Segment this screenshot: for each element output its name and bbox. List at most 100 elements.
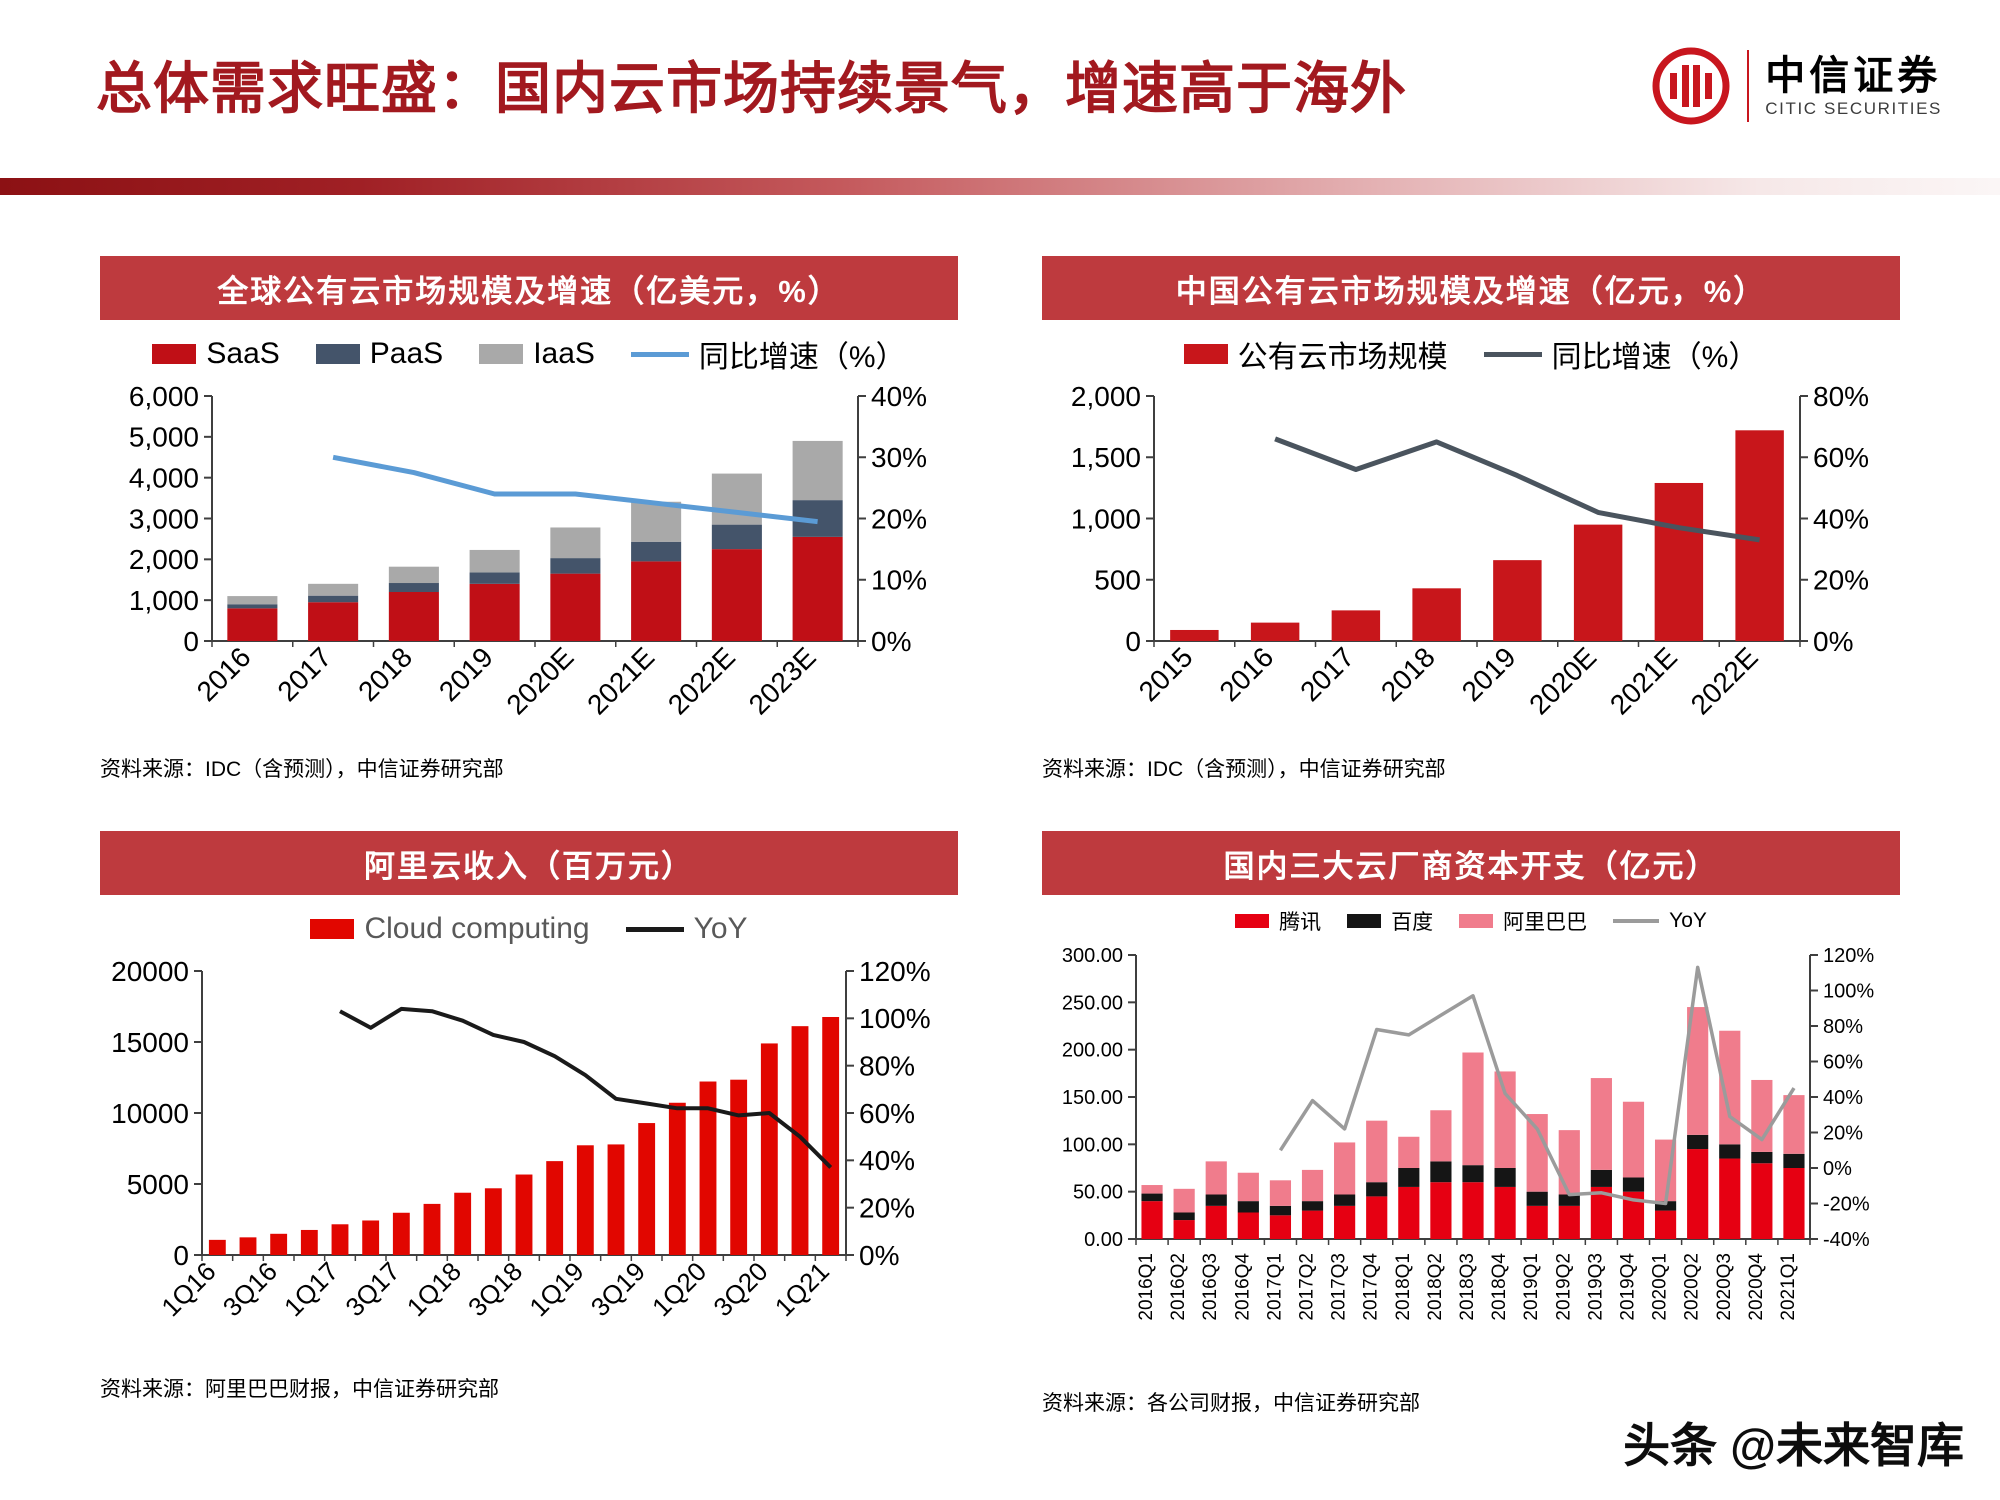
bar-segment <box>423 1203 441 1255</box>
bar-segment <box>1526 1191 1548 1206</box>
y-tick-label: 0 <box>183 626 199 657</box>
bar-segment <box>388 592 439 641</box>
bar-segment <box>484 1188 502 1255</box>
x-tick-label: 2017Q4 <box>1361 1253 1382 1321</box>
bar-segment <box>1334 1205 1356 1239</box>
x-tick-label: 2019 <box>1456 641 1522 707</box>
x-tick-label: 2018Q1 <box>1393 1253 1414 1321</box>
logo-text: 中信证券 CITIC SECURITIES <box>1765 53 1942 119</box>
y2-tick-label: -40% <box>1823 1229 1870 1251</box>
bar-segment <box>631 541 682 562</box>
legend-item-bar: Cloud computing <box>310 912 590 946</box>
bar-segment <box>1301 1169 1324 1202</box>
chart-legend-capex: 腾讯 百度 阿里巴巴 YoY <box>1042 901 1900 941</box>
bar-segment <box>730 1079 748 1255</box>
chart-legend-aliyun: Cloud computing YoY <box>100 901 958 957</box>
bar-segment <box>1622 1191 1645 1239</box>
x-tick-label: 2017 <box>271 641 337 707</box>
bar-segment <box>550 527 601 559</box>
y2-tick-label: 40% <box>1823 1087 1863 1109</box>
chart-legend-global: SaaS PaaS IaaS 同比增速（%） <box>100 326 958 382</box>
x-tick-label: 3Q16 <box>217 1256 283 1322</box>
bar-segment <box>699 1081 717 1255</box>
y-tick-label: 20000 <box>111 957 189 987</box>
divider-bar <box>0 178 2000 195</box>
bar-segment <box>208 1239 226 1255</box>
bar-segment <box>1462 1165 1484 1183</box>
y2-tick-label: 20% <box>1823 1123 1863 1145</box>
legend-label: 同比增速（%） <box>698 341 906 374</box>
legend-line-swatch-icon <box>1613 919 1660 923</box>
y-tick-label: 100.00 <box>1062 1134 1123 1156</box>
bar-segment <box>1654 1201 1677 1211</box>
bar-segment <box>1573 524 1623 641</box>
chart-legend-china: 公有云市场规模 同比增速（%） <box>1042 326 1900 382</box>
x-tick-label: 2021E <box>581 641 660 720</box>
x-tick-label: 2016Q3 <box>1200 1253 1221 1321</box>
y-tick-label: 250.00 <box>1062 992 1123 1014</box>
x-tick-label: 2020Q2 <box>1682 1253 1703 1321</box>
bar-segment <box>1462 1052 1484 1166</box>
logo-name: 中信证券 <box>1765 54 1942 99</box>
bar-segment <box>300 1229 318 1255</box>
bar-segment <box>1719 1144 1741 1159</box>
bar-segment <box>1783 1153 1805 1168</box>
bar-segment <box>1430 1110 1452 1162</box>
bar-segment <box>550 573 601 641</box>
bar-segment <box>469 549 520 573</box>
legend-label: SaaS <box>206 337 280 370</box>
x-tick-label: 2020E <box>500 641 579 720</box>
y-tick-label: 5000 <box>127 1169 189 1200</box>
source-note-china: 资料来源：IDC（含预测），中信证券研究部 <box>1042 758 1446 781</box>
bar-segment <box>1493 560 1542 641</box>
y2-tick-label: 40% <box>871 382 927 412</box>
y-tick-label: 50.00 <box>1073 1182 1123 1204</box>
legend-label: YoY <box>693 912 748 945</box>
x-tick-label: 1Q18 <box>401 1256 467 1322</box>
bar-segment <box>711 524 762 550</box>
bar-segment <box>1783 1168 1805 1239</box>
y2-tick-label: 10% <box>871 565 927 596</box>
legend-color-swatch-icon <box>1459 914 1494 928</box>
bar-segment <box>1687 1134 1709 1150</box>
bar-segment <box>1622 1177 1645 1192</box>
bar-segment <box>1558 1194 1580 1206</box>
bar-segment <box>239 1237 257 1255</box>
x-tick-label: 2017 <box>1294 641 1360 707</box>
y-tick-label: 3,000 <box>129 503 199 534</box>
legend-label: 百度 <box>1391 911 1434 934</box>
bar-segment <box>270 1233 288 1255</box>
bar-segment <box>1494 1168 1516 1187</box>
y2-tick-label: 60% <box>1813 442 1869 473</box>
y-tick-label: 2,000 <box>1071 382 1141 412</box>
x-tick-label: 2021E <box>1604 641 1683 720</box>
bar-segment <box>711 473 762 525</box>
x-tick-label: 2019Q3 <box>1585 1253 1606 1321</box>
bar-segment <box>607 1144 625 1255</box>
bar-segment <box>631 501 682 542</box>
bar-segment <box>1250 622 1300 641</box>
chart-title-capex: 国内三大云厂商资本开支（亿元） <box>1042 831 1900 895</box>
x-tick-label: 2017Q1 <box>1264 1253 1285 1321</box>
bar-segment <box>1237 1172 1259 1202</box>
panel-aliyun-revenue: 阿里云收入（百万元） Cloud computing YoY 0 5000 10000… <box>100 831 958 1417</box>
x-tick-label: 2018Q3 <box>1457 1253 1478 1321</box>
bar-segment <box>1366 1182 1388 1197</box>
source-note-capex: 资料来源：各公司财报，中信证券研究部 <box>1042 1392 1420 1415</box>
legend-label: 同比增速（%） <box>1551 341 1759 374</box>
logo-subtitle: CITIC SECURITIES <box>1765 99 1942 119</box>
x-tick-label: 2016 <box>1213 641 1279 707</box>
bar-segment <box>1719 1030 1741 1145</box>
bar-segment <box>1170 629 1219 641</box>
bar-segment <box>1412 588 1461 641</box>
bar-segment <box>792 536 843 641</box>
y2-tick-label: 40% <box>1813 503 1869 534</box>
bar-segment <box>1687 1149 1709 1239</box>
legend-item-bar: 腾讯 <box>1235 906 1321 936</box>
bar-segment <box>1494 1071 1516 1168</box>
x-tick-label: 2019 <box>433 641 499 707</box>
legend-label: IaaS <box>533 337 595 370</box>
trend-line <box>1278 965 1796 1206</box>
bar-segment <box>392 1212 410 1255</box>
